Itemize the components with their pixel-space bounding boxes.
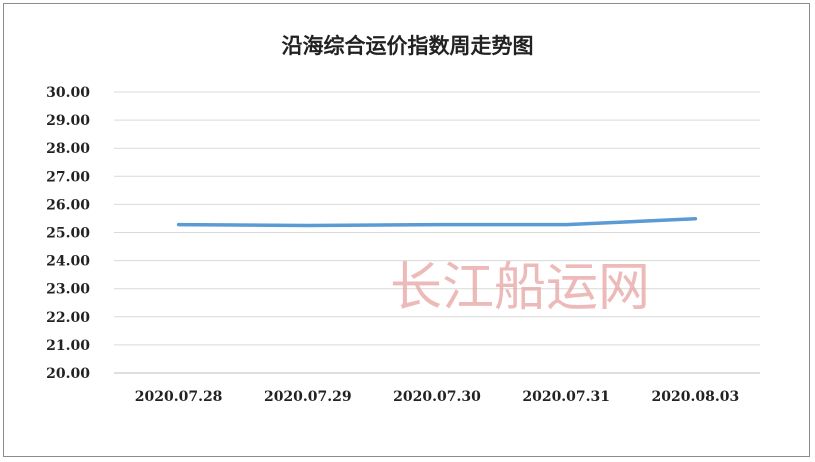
gridlines: [114, 91, 760, 374]
data-point: [178, 224, 180, 226]
y-tick-label: 28.00: [46, 141, 90, 157]
y-tick-label: 20.00: [46, 366, 90, 382]
chart-frame: [3, 3, 810, 457]
y-tick-label: 24.00: [46, 254, 90, 270]
y-tick-label: 23.00: [46, 282, 90, 298]
y-tick-label: 29.00: [46, 113, 90, 129]
data-point: [307, 224, 309, 226]
x-tick-label: 2020.07.29: [264, 389, 352, 405]
data-point: [436, 224, 438, 226]
x-tick-label: 2020.08.03: [652, 389, 740, 405]
y-tick-label: 22.00: [46, 310, 90, 326]
x-axis-ticks: 2020.07.28 2020.07.29 2020.07.30 2020.07.31…: [135, 389, 739, 405]
chart-title: 沿海综合运价指数周走势图: [281, 33, 534, 58]
x-tick-label: 2020.07.28: [135, 389, 223, 405]
y-tick-label: 26.00: [46, 197, 90, 213]
data-point: [565, 224, 567, 226]
y-tick-label: 27.00: [46, 169, 90, 185]
x-tick-label: 2020.07.31: [522, 389, 610, 405]
data-point: [694, 218, 696, 220]
y-tick-label: 25.00: [46, 226, 90, 242]
watermark-text: 长江船运网: [390, 258, 650, 318]
x-tick-label: 2020.07.30: [393, 389, 481, 405]
y-tick-label: 21.00: [46, 338, 90, 354]
series-layer: [176, 216, 698, 228]
y-tick-label: 30.00: [46, 85, 90, 101]
y-axis-ticks: 20.00 21.00 22.00 23.00 24.00 25.00 26.00 27.00…: [46, 85, 90, 382]
